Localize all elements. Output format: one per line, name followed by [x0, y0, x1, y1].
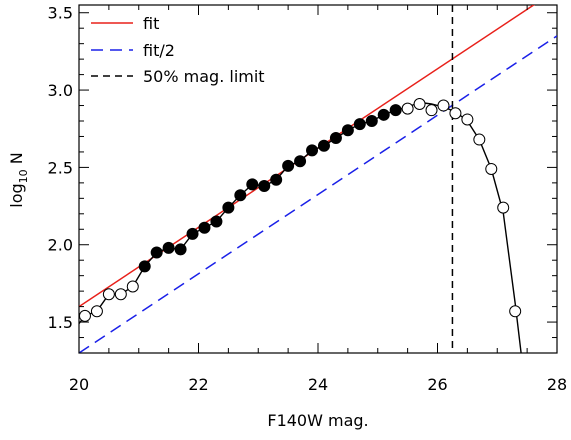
open-data-point — [485, 162, 498, 175]
filled-data-point — [389, 104, 402, 117]
x-tick-label: 24 — [308, 375, 328, 394]
filled-data-point — [377, 108, 390, 121]
open-data-point — [437, 99, 450, 112]
y-tick-label: 3.5 — [48, 4, 73, 23]
legend-fit-label: fit — [143, 14, 159, 33]
filled-data-point — [282, 159, 295, 172]
open-data-point — [79, 309, 91, 322]
filled-data-point — [246, 178, 259, 191]
filled-points — [138, 104, 402, 273]
y-axis-title-sub: 10 — [17, 169, 30, 183]
y-tick-label: 1.5 — [48, 313, 73, 332]
y-tick-label: 3.0 — [48, 81, 73, 100]
filled-data-point — [258, 179, 271, 192]
open-data-point — [425, 104, 438, 117]
open-data-point — [126, 280, 139, 293]
open-data-point — [413, 97, 426, 110]
x-tick-label: 20 — [69, 375, 89, 394]
y-axis-title-suffix: N — [7, 152, 26, 169]
legend-limit-label: 50% mag. limit — [143, 67, 265, 86]
open-data-point — [102, 288, 115, 301]
filled-data-point — [174, 243, 187, 256]
half-fit-line — [79, 35, 557, 353]
filled-data-point — [353, 118, 366, 131]
filled-data-point — [162, 241, 175, 254]
open-data-point — [461, 113, 474, 126]
filled-data-point — [234, 189, 247, 202]
open-data-point — [473, 133, 486, 146]
open-data-point — [401, 102, 414, 115]
open-data-point — [497, 201, 510, 214]
filled-data-point — [270, 173, 283, 186]
y-tick-label: 2.5 — [48, 158, 73, 177]
filled-data-point — [198, 221, 211, 234]
filled-data-point — [138, 260, 151, 273]
legend: fit fit/2 50% mag. limit — [91, 14, 265, 86]
filled-data-point — [306, 144, 319, 157]
filled-data-point — [222, 201, 235, 214]
x-axis-title: F140W mag. — [267, 411, 368, 430]
legend-half-label: fit/2 — [143, 41, 175, 60]
filled-data-point — [294, 155, 307, 168]
open-points — [79, 97, 522, 322]
y-ticks — [79, 12, 557, 354]
filled-data-point — [365, 115, 378, 127]
filled-data-point — [341, 124, 354, 137]
open-data-point — [90, 305, 103, 318]
x-tick-labels: 20 22 24 26 28 — [69, 375, 567, 394]
y-axis-title: log10 N — [7, 152, 30, 207]
filled-data-point — [329, 132, 342, 145]
filled-data-point — [210, 215, 223, 228]
x-tick-label: 22 — [188, 375, 208, 394]
x-ticks — [78, 5, 558, 353]
open-data-point — [449, 107, 462, 120]
filled-data-point — [150, 246, 163, 259]
filled-data-point — [317, 139, 330, 152]
y-tick-labels: 1.5 2.0 2.5 3.0 3.5 — [48, 4, 73, 332]
filled-data-point — [186, 227, 199, 240]
x-tick-label: 28 — [547, 375, 567, 394]
y-axis-title-main: log — [7, 183, 26, 207]
data-curve — [79, 101, 522, 353]
y-tick-label: 2.0 — [48, 236, 73, 255]
x-tick-label: 26 — [427, 375, 447, 394]
open-data-point — [114, 288, 127, 301]
open-data-point — [509, 305, 522, 318]
